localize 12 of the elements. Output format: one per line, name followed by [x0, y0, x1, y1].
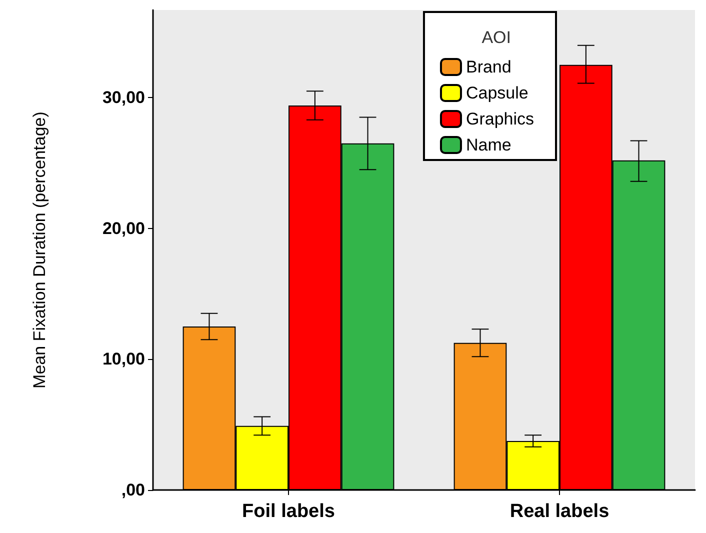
legend-title: AOI — [482, 28, 512, 47]
y-tick-label: 10,00 — [102, 350, 145, 369]
legend-label: Brand — [466, 58, 512, 76]
y-axis-title: Mean Fixation Duration (percentage) — [30, 112, 49, 388]
y-tick-label: ,00 — [121, 480, 145, 500]
legend-label: Name — [466, 136, 512, 154]
y-tick-label: 30,00 — [102, 88, 145, 108]
legend-label: Capsule — [466, 84, 528, 102]
y-tick-label: 20,00 — [102, 218, 145, 238]
x-tick-label: Real labels — [510, 501, 610, 522]
legend-label: Graphics — [466, 110, 534, 128]
x-tick-label: Foil labels — [242, 501, 335, 522]
